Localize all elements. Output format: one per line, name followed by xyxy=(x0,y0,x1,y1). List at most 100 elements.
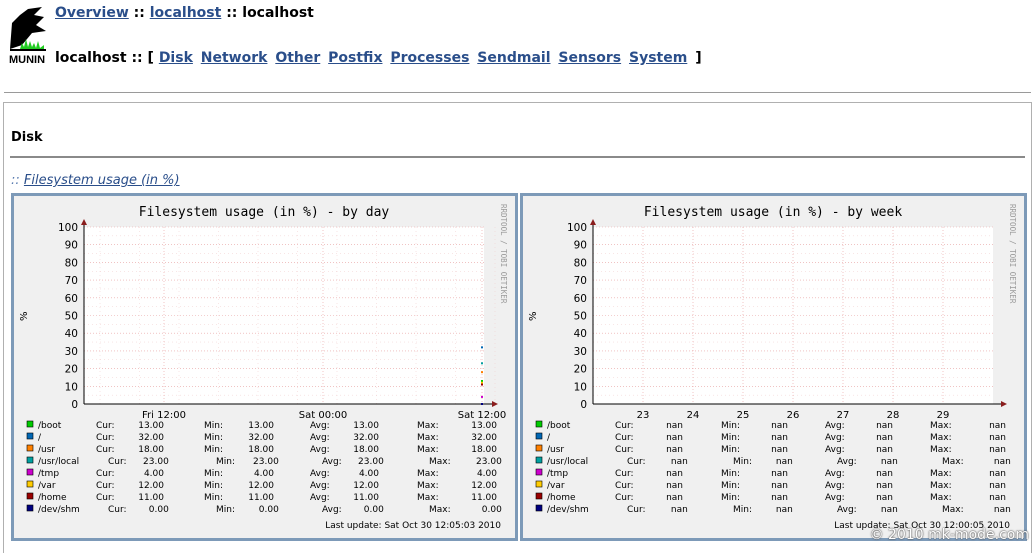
legend-header-avg: Avg: xyxy=(310,493,330,503)
x-tick-label: 25 xyxy=(737,410,750,421)
legend-value-avg: nan xyxy=(876,469,893,479)
y-tick-label: 40 xyxy=(574,328,587,340)
legend-header-cur: Cur: xyxy=(96,433,115,443)
legend-swatch xyxy=(26,456,34,464)
breadcrumb-overview-link[interactable]: Overview xyxy=(55,5,129,21)
legend-value-min: nan xyxy=(771,421,788,431)
legend-header-min: Min: xyxy=(216,457,235,467)
legend-header-min: Min: xyxy=(204,421,223,431)
x-tick-label: 26 xyxy=(787,410,800,421)
category-link-network[interactable]: Network xyxy=(200,50,268,66)
graph-title: Filesystem usage (in %) - by day xyxy=(139,205,390,220)
category-link-sendmail[interactable]: Sendmail xyxy=(477,50,551,66)
category-link-processes[interactable]: Processes xyxy=(390,50,470,66)
graph-by-day-chart: Filesystem usage (in %) - by day RRDTOOL … xyxy=(19,204,508,531)
legend-value-min: 32.00 xyxy=(248,433,274,443)
watermark: © 2010 mk-mode.com xyxy=(869,527,1029,543)
legend-swatch xyxy=(26,444,34,452)
y-tick-label: 10 xyxy=(574,381,587,393)
rrdtool-credit-label: RRDTOOL / TOBI OETIKER xyxy=(499,204,508,304)
legend-label: /home xyxy=(547,493,576,503)
legend-value-max: 32.00 xyxy=(471,433,497,443)
legend-value-avg: 12.00 xyxy=(353,481,379,491)
legend-value-min: nan xyxy=(771,469,788,479)
legend-header-min: Min: xyxy=(204,481,223,491)
legend-value-avg: nan xyxy=(876,421,893,431)
legend-value-min: 23.00 xyxy=(253,457,279,467)
y-tick-label: 0 xyxy=(71,399,78,411)
legend-header-min: Min: xyxy=(733,505,752,515)
legend-label: /dev/shm xyxy=(38,505,80,515)
legend-swatch xyxy=(535,468,543,476)
legend-header-avg: Avg: xyxy=(825,433,845,443)
legend-value-max: nan xyxy=(989,421,1006,431)
legend-value-max: 11.00 xyxy=(471,493,497,503)
legend-header-cur: Cur: xyxy=(627,505,646,515)
y-tick-label: 20 xyxy=(574,364,587,376)
legend-header-cur: Cur: xyxy=(96,493,115,503)
legend-header-max: Max: xyxy=(930,433,952,443)
category-link-disk[interactable]: Disk xyxy=(158,50,193,66)
legend-header-cur: Cur: xyxy=(615,445,634,455)
graph-by-day[interactable]: Filesystem usage (in %) - by day RRDTOOL … xyxy=(11,193,518,541)
x-tick-label: Sat 00:00 xyxy=(299,410,347,421)
legend-header-avg: Avg: xyxy=(825,493,845,503)
legend-header-cur: Cur: xyxy=(96,469,115,479)
legend-value-cur: nan xyxy=(666,469,683,479)
legend-label: / xyxy=(547,433,551,443)
legend-header-avg: Avg: xyxy=(310,445,330,455)
x-tick-label: Fri 12:00 xyxy=(142,410,186,421)
legend-value-avg: 23.00 xyxy=(358,457,384,467)
legend-header-max: Max: xyxy=(942,505,964,515)
legend-header-max: Max: xyxy=(942,457,964,467)
legend-label: /boot xyxy=(38,421,62,431)
legend-value-avg: 11.00 xyxy=(353,493,379,503)
legend-header-max: Max: xyxy=(930,493,952,503)
legend-value-cur: nan xyxy=(671,457,688,467)
filesystem-usage-graph-link[interactable]: Filesystem usage (in %) xyxy=(23,173,180,188)
graph-title: Filesystem usage (in %) - by week xyxy=(644,205,902,220)
legend-swatch xyxy=(26,504,34,512)
last-update-text: Last update: Sat Oct 30 12:00:05 2010 xyxy=(834,521,1010,531)
category-link-postfix[interactable]: Postfix xyxy=(328,50,383,66)
legend-header-cur: Cur: xyxy=(96,421,115,431)
host-nav-close-bracket: ] xyxy=(695,50,702,66)
munin-logo[interactable]: MUNIN xyxy=(6,5,48,66)
legend-header-min: Min: xyxy=(721,421,740,431)
legend-swatch xyxy=(26,480,34,488)
category-link-sensors[interactable]: Sensors xyxy=(558,50,622,66)
legend-swatch xyxy=(535,420,543,428)
y-tick-label: 80 xyxy=(574,257,587,269)
legend-header-max: Max: xyxy=(417,493,439,503)
legend-header-cur: Cur: xyxy=(615,469,634,479)
host-name: localhost xyxy=(55,50,127,66)
legend-value-min: nan xyxy=(771,433,788,443)
legend-value-max: 0.00 xyxy=(482,505,502,515)
graph-by-week[interactable]: Filesystem usage (in %) - by week RRDTOOL… xyxy=(520,193,1027,541)
legend-value-max: 23.00 xyxy=(476,457,502,467)
legend-value-max: nan xyxy=(989,481,1006,491)
legend-label: / xyxy=(38,433,42,443)
category-link-system[interactable]: System xyxy=(628,50,688,66)
legend-value-min: 11.00 xyxy=(248,493,274,503)
legend-header-avg: Avg: xyxy=(310,469,330,479)
legend-header-cur: Cur: xyxy=(96,445,115,455)
legend-swatch xyxy=(535,492,543,500)
legend-header-avg: Avg: xyxy=(322,457,342,467)
x-axis-arrow-icon xyxy=(1001,401,1007,407)
legend-swatch xyxy=(535,432,543,440)
breadcrumb-domain-link[interactable]: localhost xyxy=(149,5,222,21)
host-nav-open-bracket: [ xyxy=(147,50,154,66)
legend-header-cur: Cur: xyxy=(108,505,127,515)
y-axis-arrow-icon xyxy=(81,219,87,225)
legend-header-avg: Avg: xyxy=(825,469,845,479)
category-link-other[interactable]: Other xyxy=(275,50,321,66)
category-divider xyxy=(10,156,1025,158)
legend-header-avg: Avg: xyxy=(825,481,845,491)
legend-value-min: 13.00 xyxy=(248,421,274,431)
legend-header-max: Max: xyxy=(417,433,439,443)
legend-header-avg: Avg: xyxy=(837,505,857,515)
legend-header-cur: Cur: xyxy=(615,481,634,491)
legend-header-avg: Avg: xyxy=(310,433,330,443)
x-tick-label: 27 xyxy=(837,410,850,421)
